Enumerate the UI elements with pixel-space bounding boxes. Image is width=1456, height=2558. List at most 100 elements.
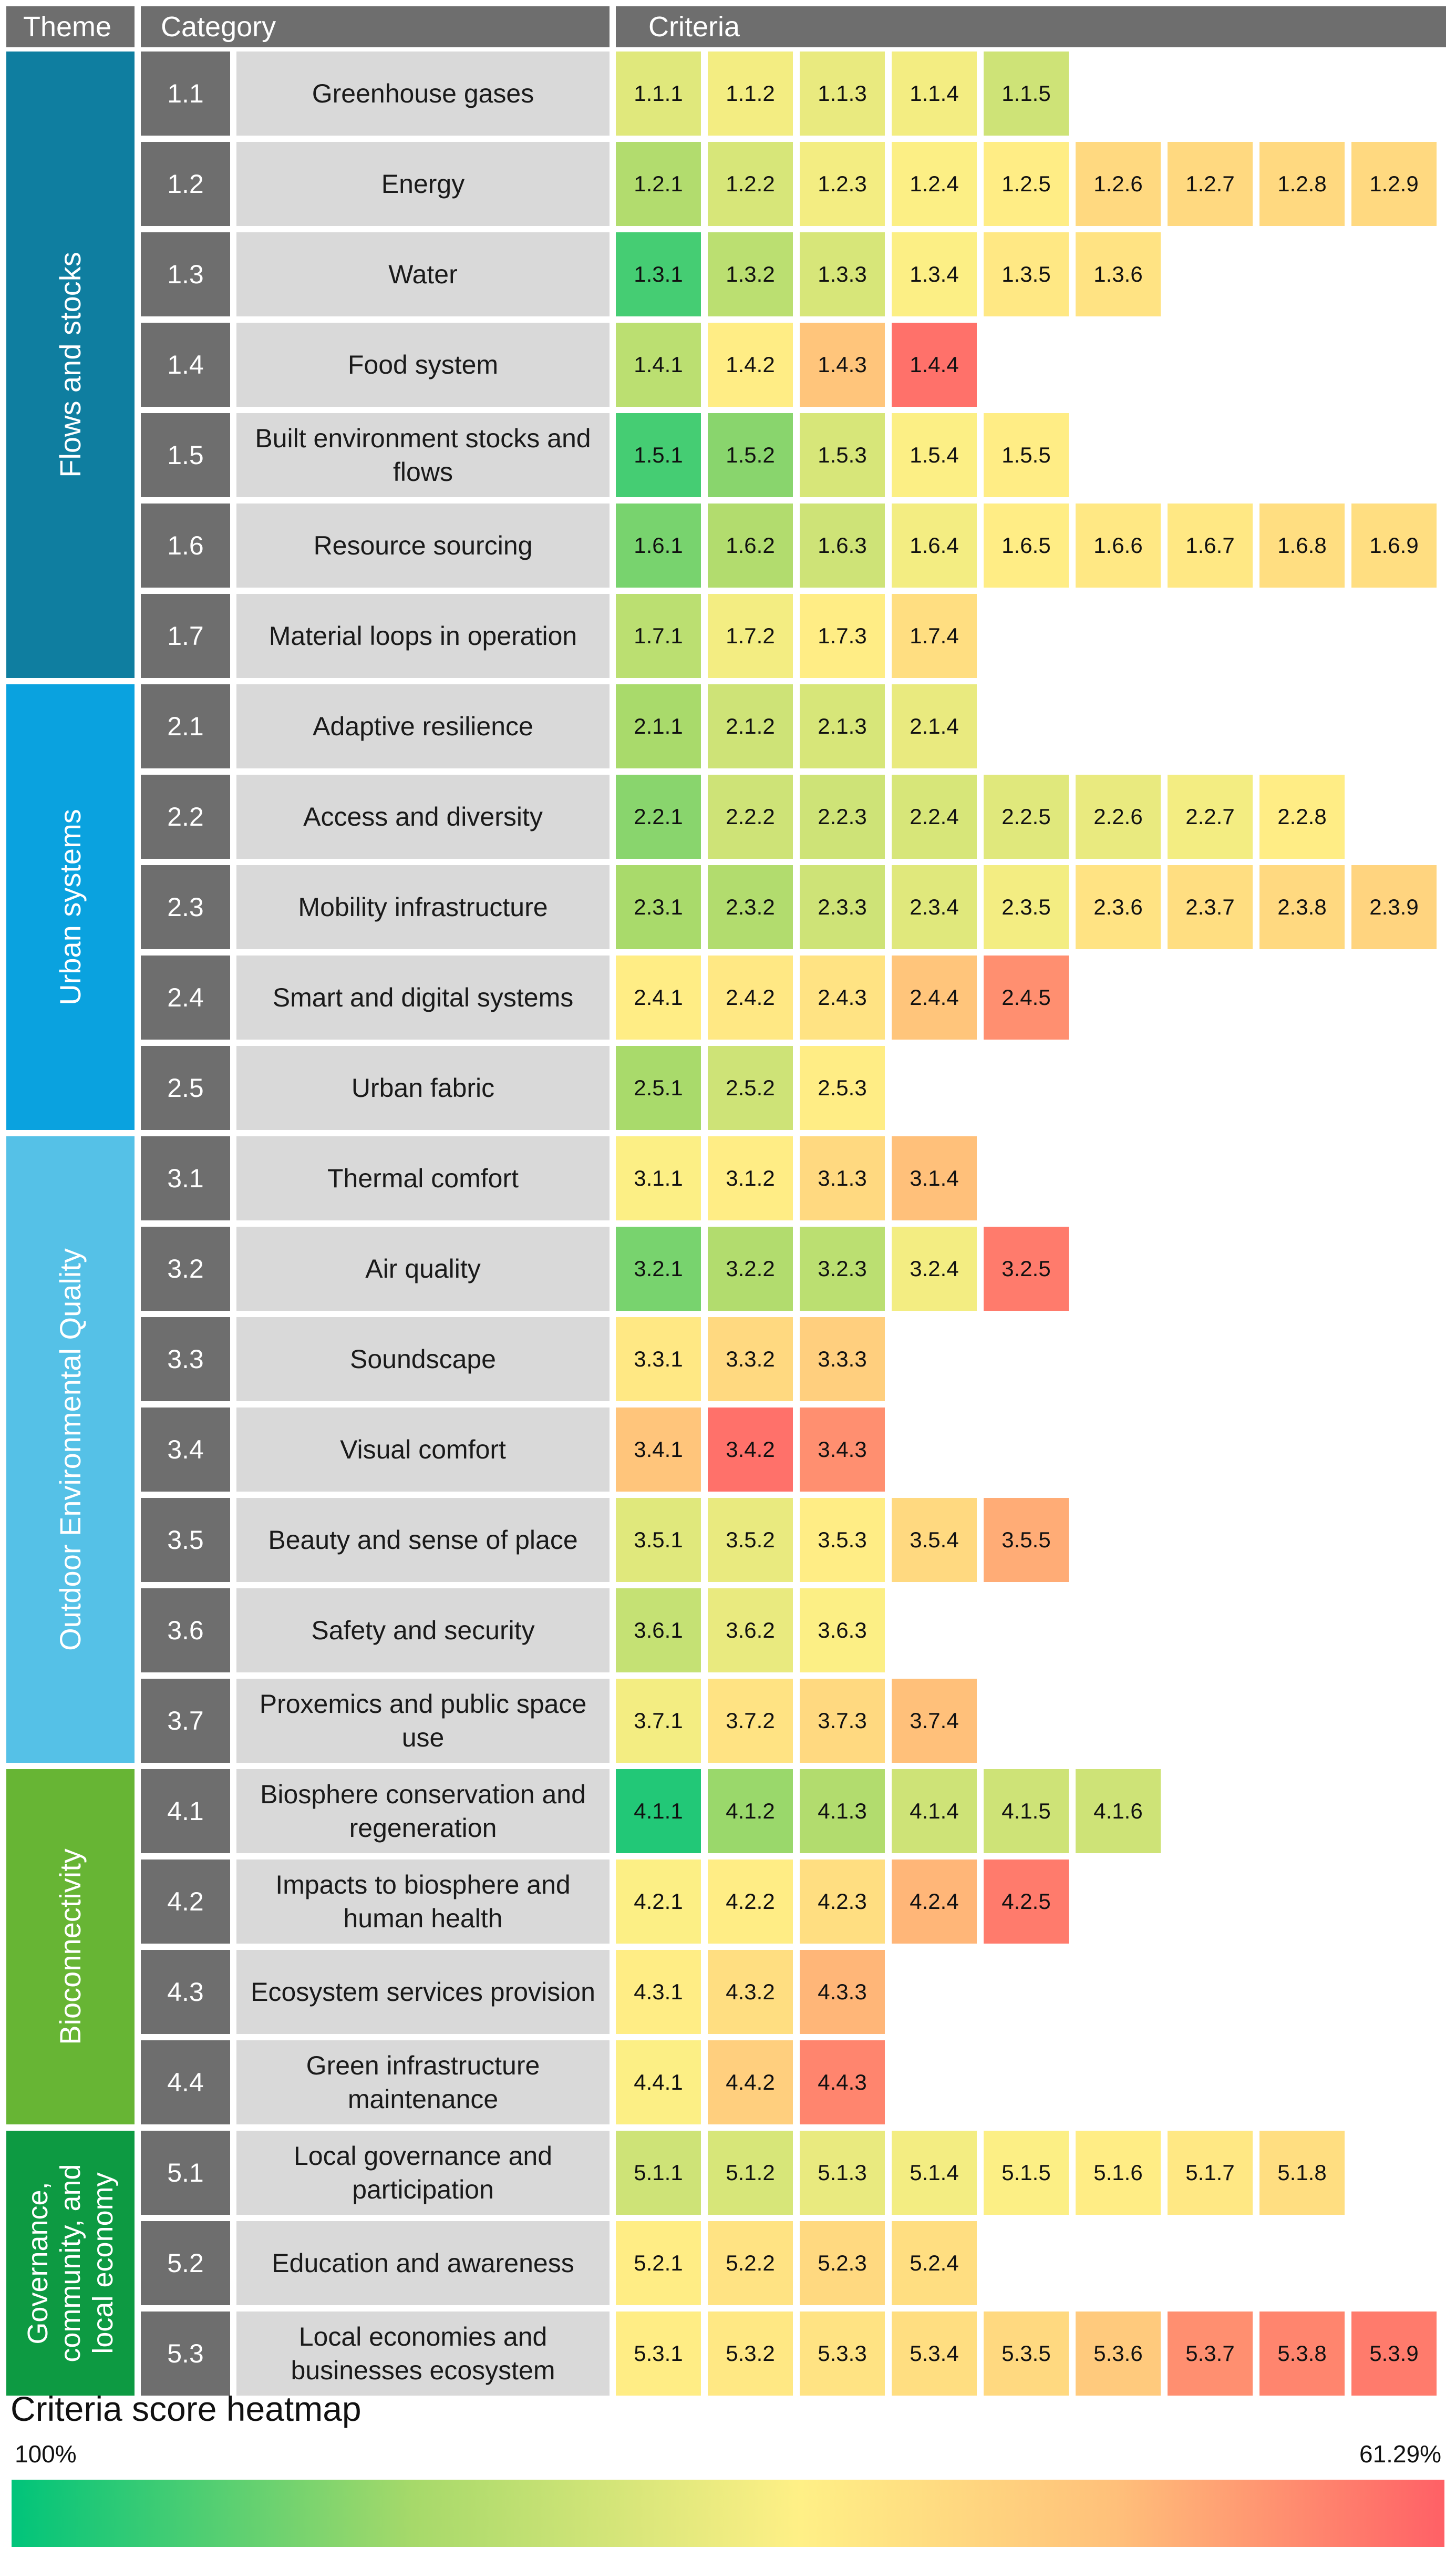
category-name: Greenhouse gases: [236, 52, 610, 136]
criteria-cell: 1.5.2: [708, 413, 793, 497]
category-id: 4.1: [141, 1769, 230, 1853]
category-name: Beauty and sense of place: [236, 1498, 610, 1582]
category-name: Smart and digital systems: [236, 956, 610, 1040]
criteria-cell: 2.3.9: [1351, 865, 1437, 949]
criteria-cell: 3.4.3: [800, 1408, 885, 1492]
criteria-cell: 2.1.2: [708, 684, 793, 768]
criteria-cell: 1.7.2: [708, 594, 793, 678]
criteria-cell: 2.1.1: [616, 684, 701, 768]
criteria-cell: 1.5.5: [984, 413, 1069, 497]
category-id: 4.4: [141, 2040, 230, 2124]
criteria-cell: 1.2.5: [984, 142, 1069, 226]
criteria-cell: 1.6.7: [1168, 504, 1253, 588]
criteria-cell: 1.7.4: [892, 594, 977, 678]
criteria-cell: 4.2.4: [892, 1860, 977, 1944]
category-name: Energy: [236, 142, 610, 226]
criteria-cell: 4.1.4: [892, 1769, 977, 1853]
criteria-cell: 3.5.2: [708, 1498, 793, 1582]
category-name: Air quality: [236, 1227, 610, 1311]
legend-min-label: 61.29%: [1359, 2440, 1441, 2468]
criteria-cell: 3.7.4: [892, 1679, 977, 1763]
criteria-cell: 1.2.4: [892, 142, 977, 226]
criteria-cell: 4.1.3: [800, 1769, 885, 1853]
theme-label: Governance, community, and local economy: [22, 2164, 119, 2362]
category-id: 1.4: [141, 323, 230, 407]
criteria-cell: 2.3.8: [1259, 865, 1345, 949]
criteria-cell: 3.1.4: [892, 1136, 977, 1220]
criteria-cell: 4.4.3: [800, 2040, 885, 2124]
criteria-cell: 3.3.3: [800, 1317, 885, 1401]
criteria-cell: 2.3.3: [800, 865, 885, 949]
criteria-cell: 4.2.5: [984, 1860, 1069, 1944]
criteria-cell: 2.2.7: [1168, 775, 1253, 859]
criteria-cell: 1.3.4: [892, 232, 977, 316]
criteria-cell: 2.3.7: [1168, 865, 1253, 949]
criteria-cell: 2.4.5: [984, 956, 1069, 1040]
category-name: Urban fabric: [236, 1046, 610, 1130]
category-name: Adaptive resilience: [236, 684, 610, 768]
category-id: 1.3: [141, 232, 230, 316]
criteria-cell: 2.2.3: [800, 775, 885, 859]
criteria-cell: 5.2.4: [892, 2221, 977, 2305]
criteria-cell: 4.3.1: [616, 1950, 701, 2034]
criteria-cell: 1.6.5: [984, 504, 1069, 588]
criteria-cell: 4.1.5: [984, 1769, 1069, 1853]
criteria-cell: 3.6.1: [616, 1588, 701, 1672]
criteria-cell: 1.3.3: [800, 232, 885, 316]
theme-block-3: Outdoor Environmental Quality: [6, 1136, 135, 1763]
criteria-cell: 1.6.8: [1259, 504, 1345, 588]
category-name: Mobility infrastructure: [236, 865, 610, 949]
category-id: 1.6: [141, 504, 230, 588]
category-id: 1.7: [141, 594, 230, 678]
criteria-cell: 5.3.3: [800, 2312, 885, 2396]
header-theme: Theme: [6, 6, 135, 47]
theme-label: Urban systems: [53, 809, 87, 1005]
criteria-cell: 2.4.2: [708, 956, 793, 1040]
criteria-cell: 3.7.2: [708, 1679, 793, 1763]
criteria-cell: 1.4.4: [892, 323, 977, 407]
criteria-cell: 3.1.3: [800, 1136, 885, 1220]
criteria-cell: 2.2.8: [1259, 775, 1345, 859]
criteria-cell: 2.2.4: [892, 775, 977, 859]
criteria-cell: 2.5.3: [800, 1046, 885, 1130]
criteria-cell: 1.1.3: [800, 52, 885, 136]
criteria-cell: 2.3.2: [708, 865, 793, 949]
criteria-cell: 2.3.4: [892, 865, 977, 949]
category-name: Biosphere conservation and regeneration: [236, 1769, 610, 1853]
criteria-cell: 1.3.1: [616, 232, 701, 316]
criteria-cell: 5.1.8: [1259, 2131, 1345, 2215]
criteria-cell: 1.6.6: [1076, 504, 1161, 588]
criteria-cell: 1.7.1: [616, 594, 701, 678]
criteria-cell: 2.2.1: [616, 775, 701, 859]
criteria-cell: 3.2.2: [708, 1227, 793, 1311]
criteria-cell: 2.3.5: [984, 865, 1069, 949]
category-id: 5.1: [141, 2131, 230, 2215]
criteria-cell: 2.2.2: [708, 775, 793, 859]
criteria-cell: 1.1.4: [892, 52, 977, 136]
criteria-cell: 3.1.1: [616, 1136, 701, 1220]
category-id: 3.6: [141, 1588, 230, 1672]
theme-block-2: Urban systems: [6, 684, 135, 1130]
criteria-cell: 4.4.2: [708, 2040, 793, 2124]
criteria-cell: 1.5.3: [800, 413, 885, 497]
category-id: 1.5: [141, 413, 230, 497]
criteria-cell: 5.3.2: [708, 2312, 793, 2396]
criteria-cell: 4.4.1: [616, 2040, 701, 2124]
criteria-cell: 1.2.6: [1076, 142, 1161, 226]
criteria-cell: 1.2.1: [616, 142, 701, 226]
header-criteria: Criteria: [616, 6, 1446, 47]
category-id: 5.3: [141, 2312, 230, 2396]
category-id: 1.1: [141, 52, 230, 136]
category-id: 2.3: [141, 865, 230, 949]
criteria-cell: 3.3.2: [708, 1317, 793, 1401]
criteria-cell: 4.2.1: [616, 1860, 701, 1944]
criteria-cell: 5.3.6: [1076, 2312, 1161, 2396]
criteria-cell: 5.1.3: [800, 2131, 885, 2215]
criteria-cell: 1.2.2: [708, 142, 793, 226]
criteria-cell: 3.1.2: [708, 1136, 793, 1220]
criteria-cell: 3.4.2: [708, 1408, 793, 1492]
category-id: 4.2: [141, 1860, 230, 1944]
theme-block-5: Governance, community, and local economy: [6, 2131, 135, 2396]
criteria-cell: 1.2.3: [800, 142, 885, 226]
criteria-cell: 2.3.1: [616, 865, 701, 949]
